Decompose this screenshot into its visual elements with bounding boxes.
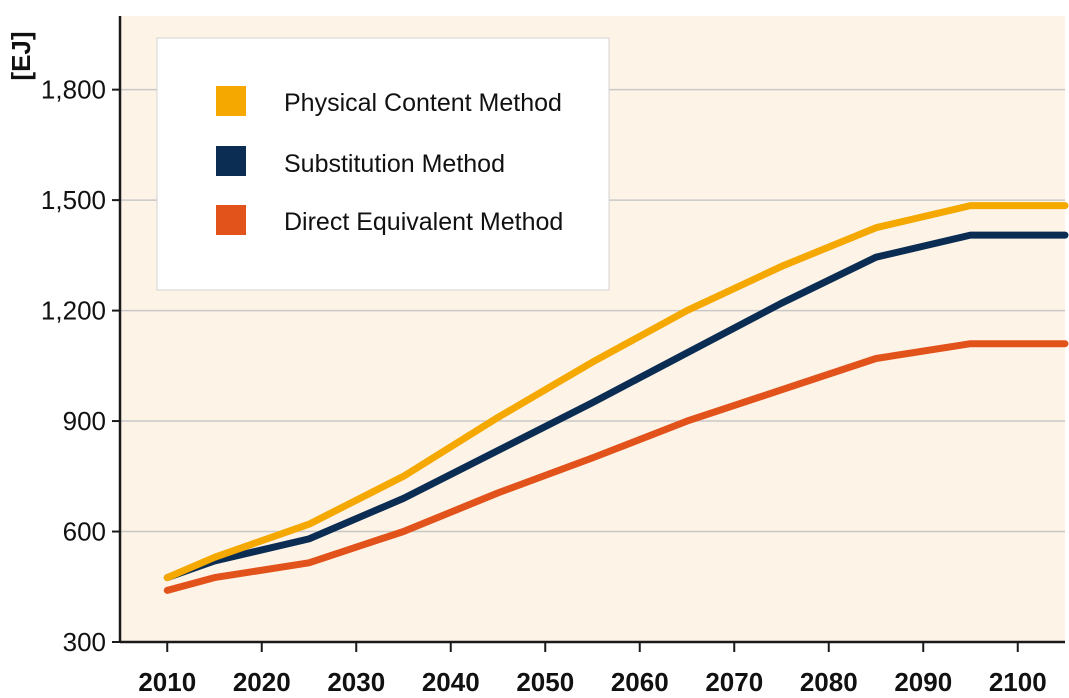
x-tick-label: 2100 bbox=[989, 667, 1047, 697]
x-tick-labels: 2010 2020 2030 2040 2050 2060 2070 2080 2090 2100 bbox=[138, 642, 1047, 697]
series-lines bbox=[163, 202, 1069, 594]
series-line-physical-content bbox=[163, 202, 1069, 582]
y-tick-label: 1,200 bbox=[41, 296, 106, 326]
x-tick-label: 2020 bbox=[233, 667, 291, 697]
legend-label-direct-equivalent: Direct Equivalent Method bbox=[284, 208, 563, 236]
x-tick-label: 2070 bbox=[705, 667, 763, 697]
legend-swatch-direct-equivalent bbox=[216, 205, 246, 235]
y-axis-unit-label: [EJ] bbox=[6, 31, 36, 80]
x-tick-label: 2060 bbox=[611, 667, 669, 697]
x-tick-label: 2010 bbox=[138, 667, 196, 697]
y-tick-label: 1,500 bbox=[41, 185, 106, 215]
legend-label-substitution: Substitution Method bbox=[284, 150, 505, 178]
x-tick-label: 2090 bbox=[894, 667, 952, 697]
legend-swatch-physical-content bbox=[216, 86, 246, 116]
series-line-substitution bbox=[163, 231, 1069, 582]
y-tick-label: 600 bbox=[63, 517, 106, 547]
series-line-direct-equivalent bbox=[163, 340, 1069, 594]
x-tick-label: 2050 bbox=[516, 667, 574, 697]
legend-swatch-substitution bbox=[216, 146, 246, 176]
y-tick-label: 900 bbox=[63, 406, 106, 436]
x-tick-label: 2080 bbox=[800, 667, 858, 697]
y-tick-label: 1,800 bbox=[41, 75, 106, 105]
x-tick-label: 2030 bbox=[327, 667, 385, 697]
legend: Physical Content Method Substitution Met… bbox=[156, 37, 610, 291]
y-tick-labels: 300 600 900 1,200 1,500 1,800 bbox=[41, 75, 120, 657]
x-tick-label: 2040 bbox=[422, 667, 480, 697]
axes bbox=[118, 16, 1065, 644]
legend-label-physical-content: Physical Content Method bbox=[284, 89, 562, 117]
y-tick-label: 300 bbox=[63, 627, 106, 657]
